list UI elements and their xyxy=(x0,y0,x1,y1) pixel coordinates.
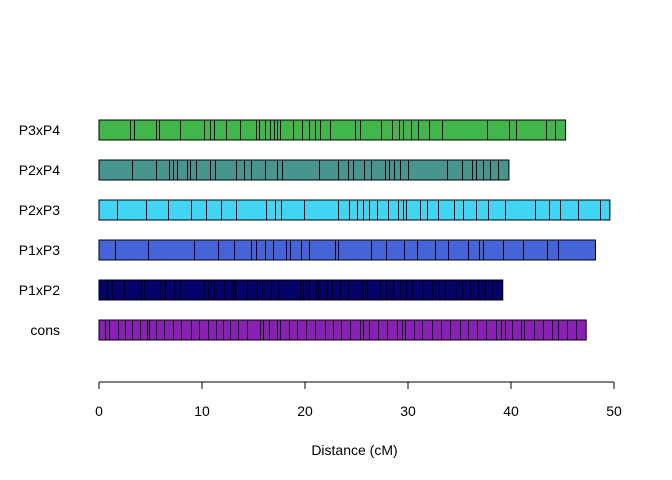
track-label: P1xP2 xyxy=(19,282,60,298)
track-bar xyxy=(98,319,587,341)
x-axis-title: Distance (cM) xyxy=(311,442,397,458)
x-tick-label: 40 xyxy=(503,403,519,419)
x-tick-label: 10 xyxy=(194,403,210,419)
linkage-tracks: P3xP4 P2xP4 P2xP3 P1xP3 P1xP2 cons xyxy=(19,119,611,341)
track-label: P1xP3 xyxy=(19,242,60,258)
track-p1xp3: P1xP3 xyxy=(19,239,596,261)
x-tick-label: 50 xyxy=(606,403,622,419)
track-p2xp3: P2xP3 xyxy=(19,199,611,221)
track-cons: cons xyxy=(30,319,587,341)
x-axis-ticks: 0 10 20 30 40 50 xyxy=(95,382,622,419)
track-p3xp4: P3xP4 xyxy=(19,119,567,141)
x-tick-label: 0 xyxy=(95,403,103,419)
track-bar xyxy=(98,199,611,221)
track-label: P2xP4 xyxy=(19,162,60,178)
track-bar xyxy=(98,119,567,141)
track-label: cons xyxy=(30,322,60,338)
track-bar xyxy=(98,239,596,261)
x-tick-label: 30 xyxy=(400,403,416,419)
x-axis: 0 10 20 30 40 50 xyxy=(95,381,622,419)
track-label: P3xP4 xyxy=(19,122,60,138)
x-tick-label: 20 xyxy=(297,403,313,419)
track-bar xyxy=(98,159,510,181)
track-p1xp2: P1xP2 xyxy=(19,279,504,301)
track-p2xp4: P2xP4 xyxy=(19,159,510,181)
track-label: P2xP3 xyxy=(19,202,60,218)
